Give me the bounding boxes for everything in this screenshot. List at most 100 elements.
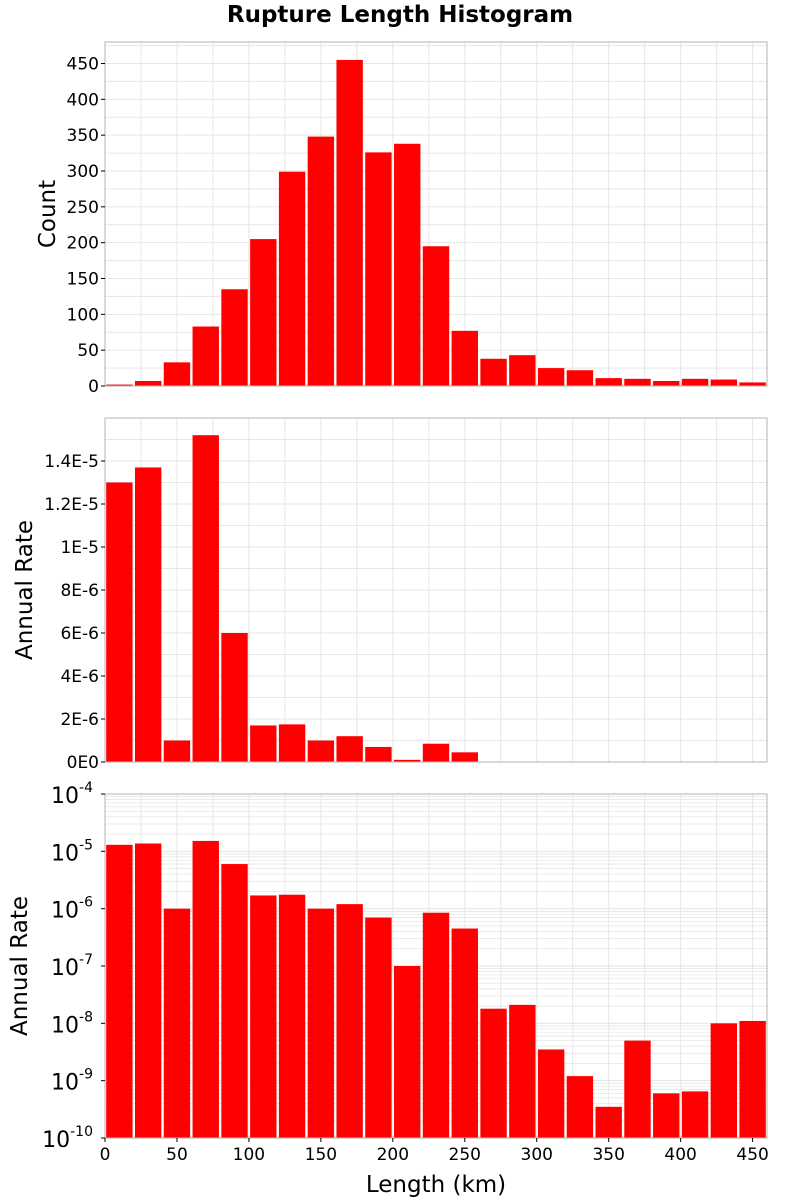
- bar: [163, 362, 191, 386]
- bar-series: [106, 840, 766, 1138]
- x-axis-label: Length (km): [366, 1172, 506, 1198]
- bar: [134, 467, 162, 762]
- x-axis: 0 50 100 150 200 250 300 350 400 450: [100, 1138, 769, 1165]
- y-tick-label: 300: [67, 162, 99, 182]
- y-tick-label: 2E-6: [60, 710, 99, 730]
- bar: [422, 743, 450, 762]
- bar: [192, 435, 219, 762]
- y-tick-label: 150: [67, 270, 99, 290]
- annual-rate-linear-panel: 0E0 2E-6 4E-6 6E-6 8E-6 1E-5 1.2E-5 1.4E-5 Annua…: [12, 417, 768, 773]
- bar: [566, 370, 594, 386]
- plot-frame: [104, 41, 768, 387]
- y-tick-label: 6E-6: [60, 624, 99, 644]
- bar: [595, 1106, 622, 1138]
- bar: [451, 752, 478, 762]
- bar: [336, 59, 363, 387]
- bar: [681, 378, 709, 386]
- y-axis: 10-4 10-5 10-6 10-7 10-8 10-9 10-10: [42, 780, 105, 1153]
- y-tick-label: 10-10: [42, 1124, 93, 1153]
- y-tick-label: 10-7: [51, 952, 93, 981]
- bar: [163, 908, 191, 1138]
- y-tick-label: 50: [77, 341, 99, 361]
- bar: [307, 136, 335, 386]
- bar: [106, 482, 133, 762]
- bar: [394, 966, 421, 1138]
- y-tick-label: 0E0: [67, 753, 99, 773]
- count-histogram-panel: 0 50 100 150 200 250 300 350 400 450 Count: [35, 41, 768, 397]
- y-tick-label: 10-9: [51, 1067, 93, 1096]
- bar: [221, 289, 248, 386]
- bar: [134, 843, 162, 1138]
- bar: [710, 1023, 738, 1138]
- y-tick-label: 10-6: [51, 895, 93, 924]
- bar: [624, 1040, 651, 1138]
- y-tick-label: 10-4: [51, 780, 93, 809]
- bar: [307, 908, 335, 1138]
- x-tick-label: 300: [521, 1145, 553, 1165]
- bar: [537, 368, 565, 386]
- y-axis: 0 50 100 150 200 250 300 350 400 450: [67, 55, 105, 397]
- bar: [336, 736, 363, 762]
- bar: [653, 380, 680, 386]
- x-tick-label: 0: [100, 1145, 111, 1165]
- bar: [192, 326, 219, 386]
- bar: [278, 894, 306, 1138]
- bar: [480, 358, 507, 386]
- y-tick-label: 200: [67, 234, 99, 254]
- y-tick-label: 4E-6: [60, 667, 99, 687]
- bar: [307, 740, 335, 762]
- x-tick-label: 200: [377, 1145, 409, 1165]
- y-axis-label: Count: [35, 180, 61, 248]
- y-tick-label: 100: [67, 305, 99, 325]
- bar: [221, 633, 248, 762]
- x-tick-label: 450: [736, 1145, 768, 1165]
- y-tick-label: 1.2E-5: [44, 495, 99, 515]
- bar: [451, 330, 478, 386]
- x-tick-label: 50: [166, 1145, 188, 1165]
- x-tick-label: 150: [305, 1145, 337, 1165]
- y-tick-label: 8E-6: [60, 581, 99, 601]
- bar: [278, 171, 306, 386]
- bar: [480, 1008, 507, 1138]
- bar: [192, 840, 219, 1138]
- bar: [106, 384, 133, 386]
- y-tick-label: 10-8: [51, 1009, 93, 1038]
- bar: [509, 1004, 536, 1138]
- chart-title: Rupture Length Histogram: [226, 2, 574, 28]
- bar: [134, 380, 162, 386]
- y-tick-label: 450: [67, 55, 99, 75]
- bar: [221, 864, 248, 1138]
- bar: [278, 724, 306, 762]
- y-tick-label: 250: [67, 198, 99, 218]
- bar: [595, 378, 622, 386]
- bar: [394, 759, 421, 762]
- x-tick-label: 250: [449, 1145, 481, 1165]
- y-axis-label: Annual Rate: [12, 520, 38, 660]
- x-tick-label: 100: [233, 1145, 265, 1165]
- bar: [624, 378, 651, 386]
- y-axis: 0E0 2E-6 4E-6 6E-6 8E-6 1E-5 1.2E-5 1.4E-5: [44, 452, 105, 773]
- bar: [250, 895, 277, 1138]
- bar-series: [106, 59, 766, 387]
- y-tick-label: 400: [67, 90, 99, 110]
- bar: [739, 1020, 766, 1138]
- y-axis-label: Annual Rate: [7, 896, 33, 1036]
- bar: [566, 1076, 594, 1138]
- bar: [365, 917, 392, 1138]
- bar: [250, 239, 277, 386]
- bar: [250, 725, 277, 762]
- bar: [365, 152, 392, 386]
- x-tick-label: 400: [664, 1145, 696, 1165]
- bar: [394, 143, 421, 386]
- x-tick-label: 350: [592, 1145, 624, 1165]
- bar: [537, 1049, 565, 1138]
- y-tick-label: 350: [67, 126, 99, 146]
- bar: [422, 246, 450, 386]
- bar: [106, 844, 133, 1138]
- bar: [681, 1091, 709, 1138]
- bar: [653, 1093, 680, 1138]
- bar: [365, 746, 392, 762]
- bar: [336, 904, 363, 1138]
- y-tick-label: 1.4E-5: [44, 452, 99, 472]
